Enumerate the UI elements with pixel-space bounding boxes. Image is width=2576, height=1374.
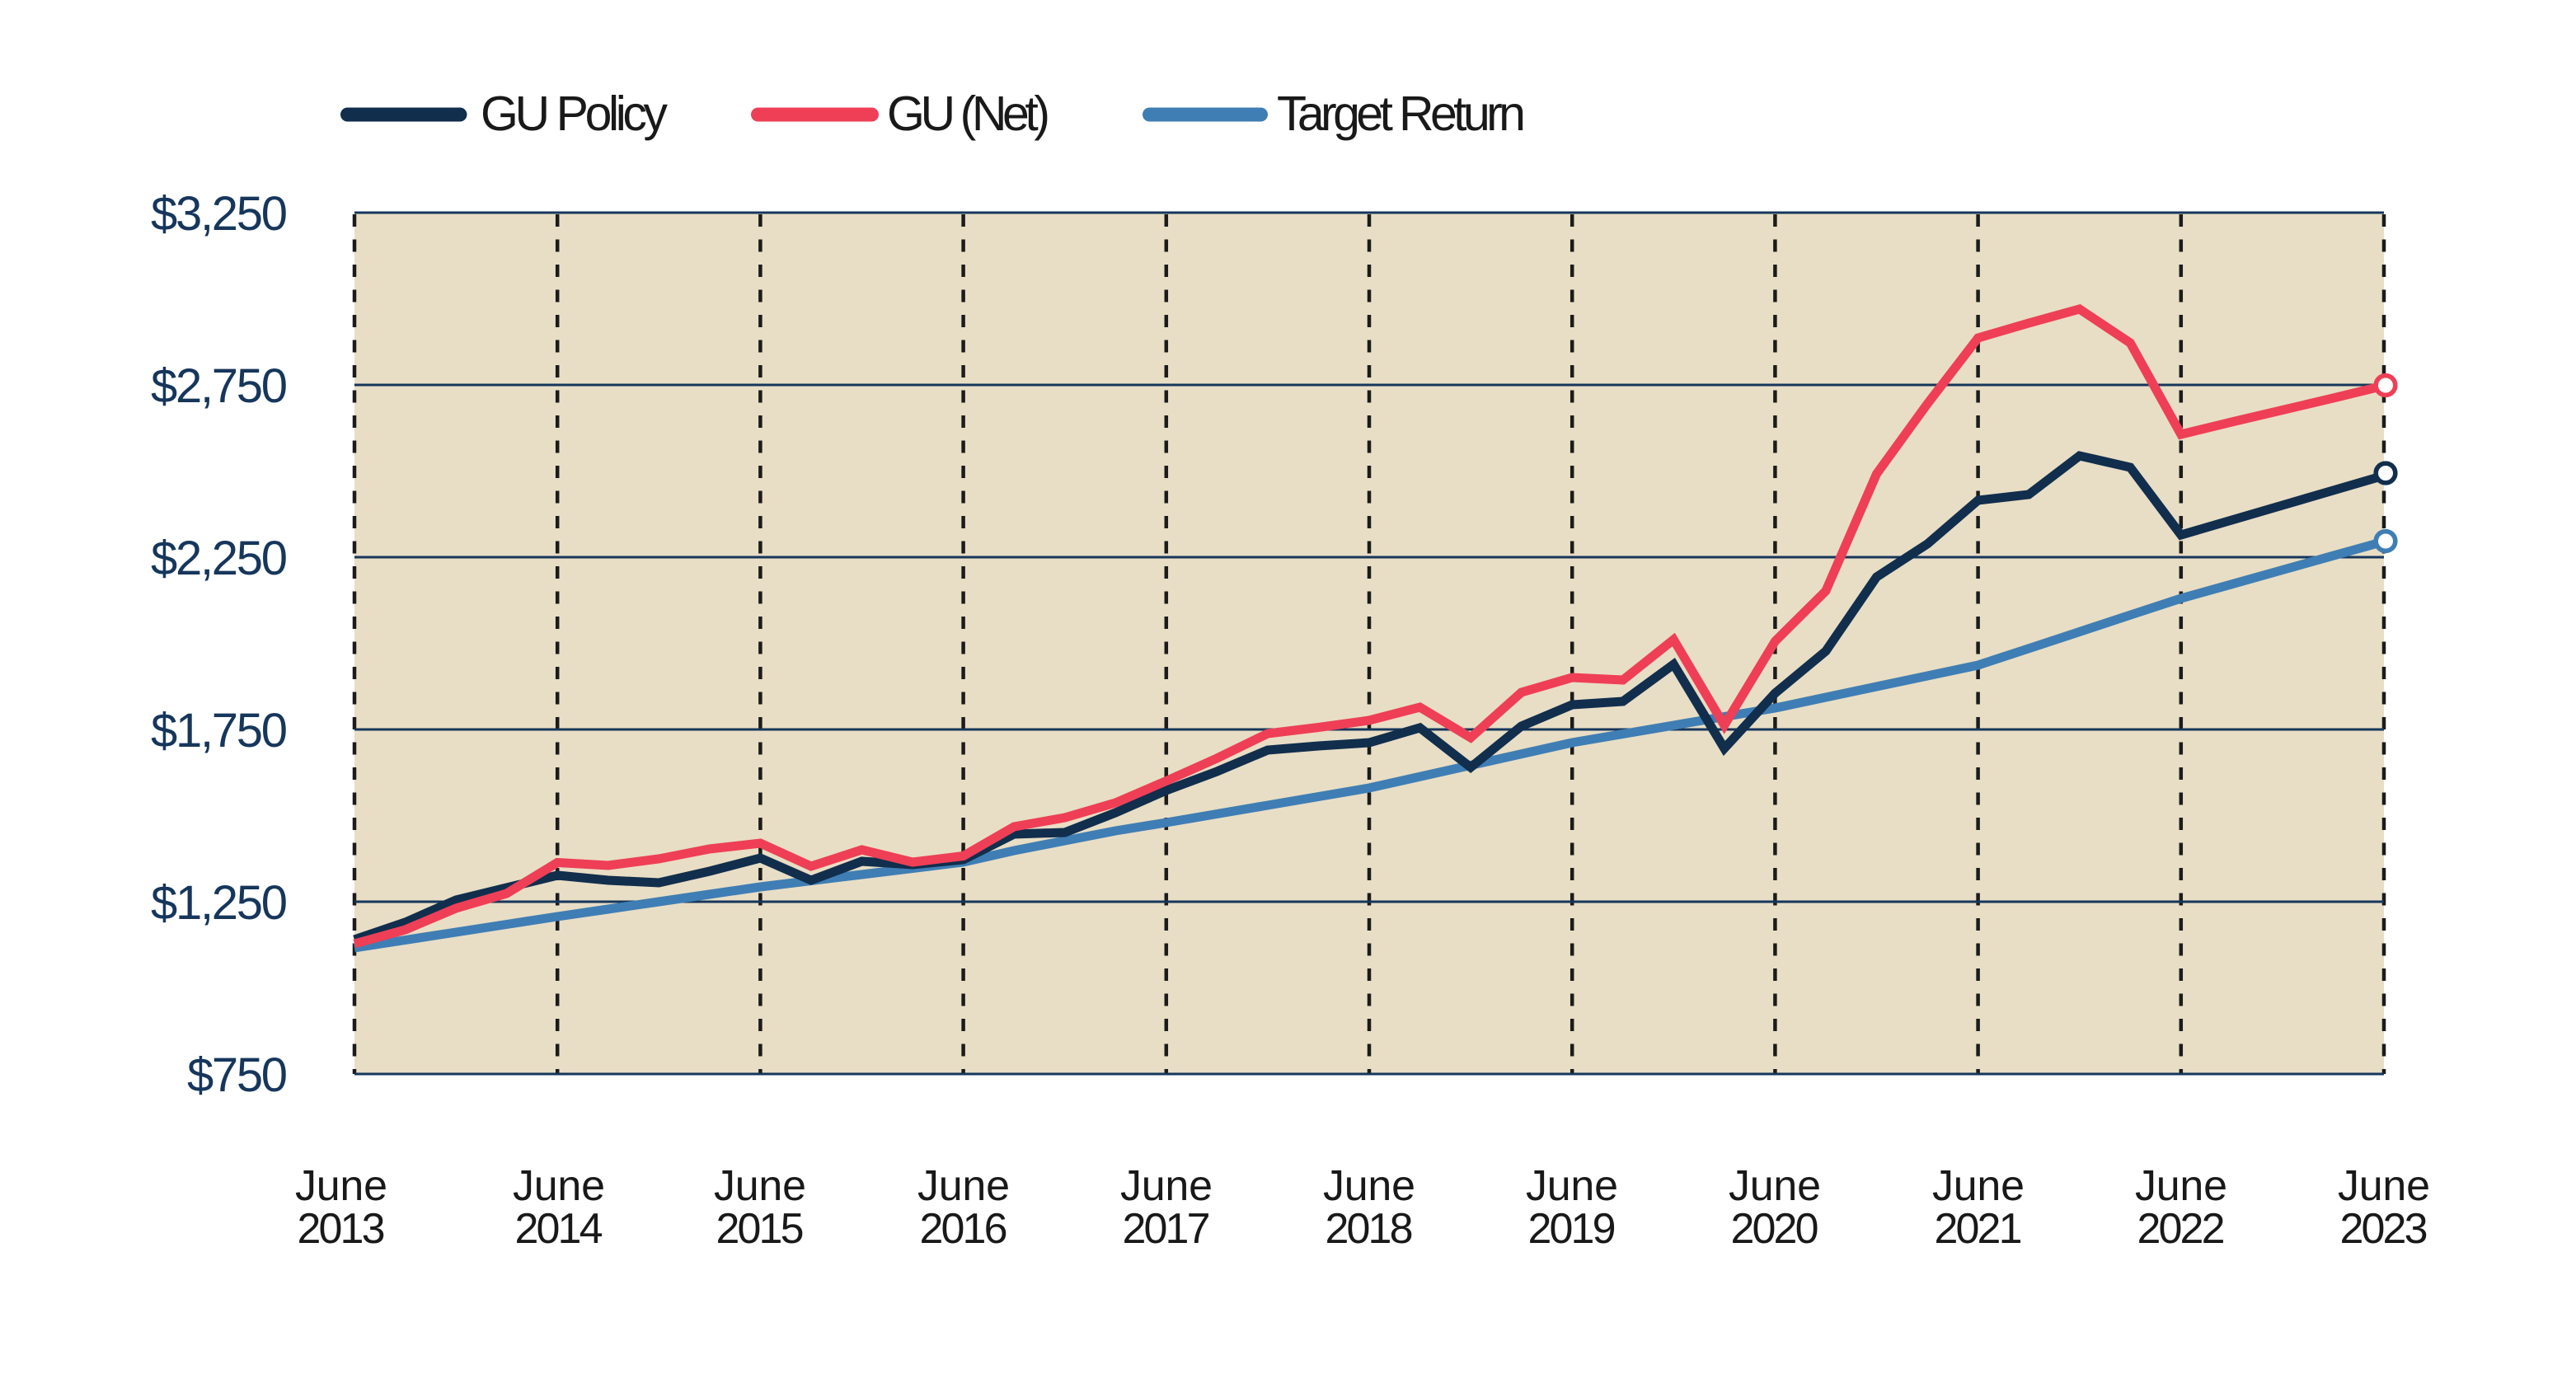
svg-text:2016: 2016 <box>920 1205 1008 1253</box>
svg-text:2013: 2013 <box>298 1205 386 1253</box>
svg-text:2023: 2023 <box>2340 1205 2428 1253</box>
svg-text:June: June <box>714 1162 806 1210</box>
svg-text:2014: 2014 <box>515 1205 603 1253</box>
svg-text:$750: $750 <box>187 1048 288 1102</box>
svg-text:June: June <box>295 1162 387 1210</box>
svg-text:June: June <box>2135 1162 2227 1210</box>
svg-text:2018: 2018 <box>1326 1205 1414 1253</box>
svg-text:Target Return: Target Return <box>1277 87 1526 141</box>
svg-text:GU (Net): GU (Net) <box>887 87 1050 141</box>
svg-text:2021: 2021 <box>1935 1205 2023 1253</box>
svg-text:June: June <box>513 1162 605 1210</box>
svg-text:June: June <box>1729 1162 1821 1210</box>
svg-text:June: June <box>1120 1162 1213 1210</box>
svg-text:2015: 2015 <box>716 1205 805 1253</box>
svg-text:GU Policy: GU Policy <box>481 87 669 141</box>
svg-text:2017: 2017 <box>1123 1205 1211 1253</box>
svg-text:$1,250: $1,250 <box>151 876 288 930</box>
svg-text:$1,750: $1,750 <box>151 704 288 757</box>
svg-text:2020: 2020 <box>1731 1205 1819 1253</box>
svg-text:2022: 2022 <box>2137 1205 2226 1253</box>
svg-text:June: June <box>1526 1162 1618 1210</box>
svg-text:June: June <box>1323 1162 1415 1210</box>
svg-text:$3,250: $3,250 <box>151 187 288 241</box>
svg-text:June: June <box>917 1162 1010 1210</box>
svg-text:2019: 2019 <box>1528 1205 1616 1253</box>
svg-text:June: June <box>1932 1162 2025 1210</box>
svg-text:June: June <box>2338 1162 2430 1210</box>
svg-text:$2,250: $2,250 <box>151 532 288 585</box>
svg-text:$2,750: $2,750 <box>151 359 288 413</box>
